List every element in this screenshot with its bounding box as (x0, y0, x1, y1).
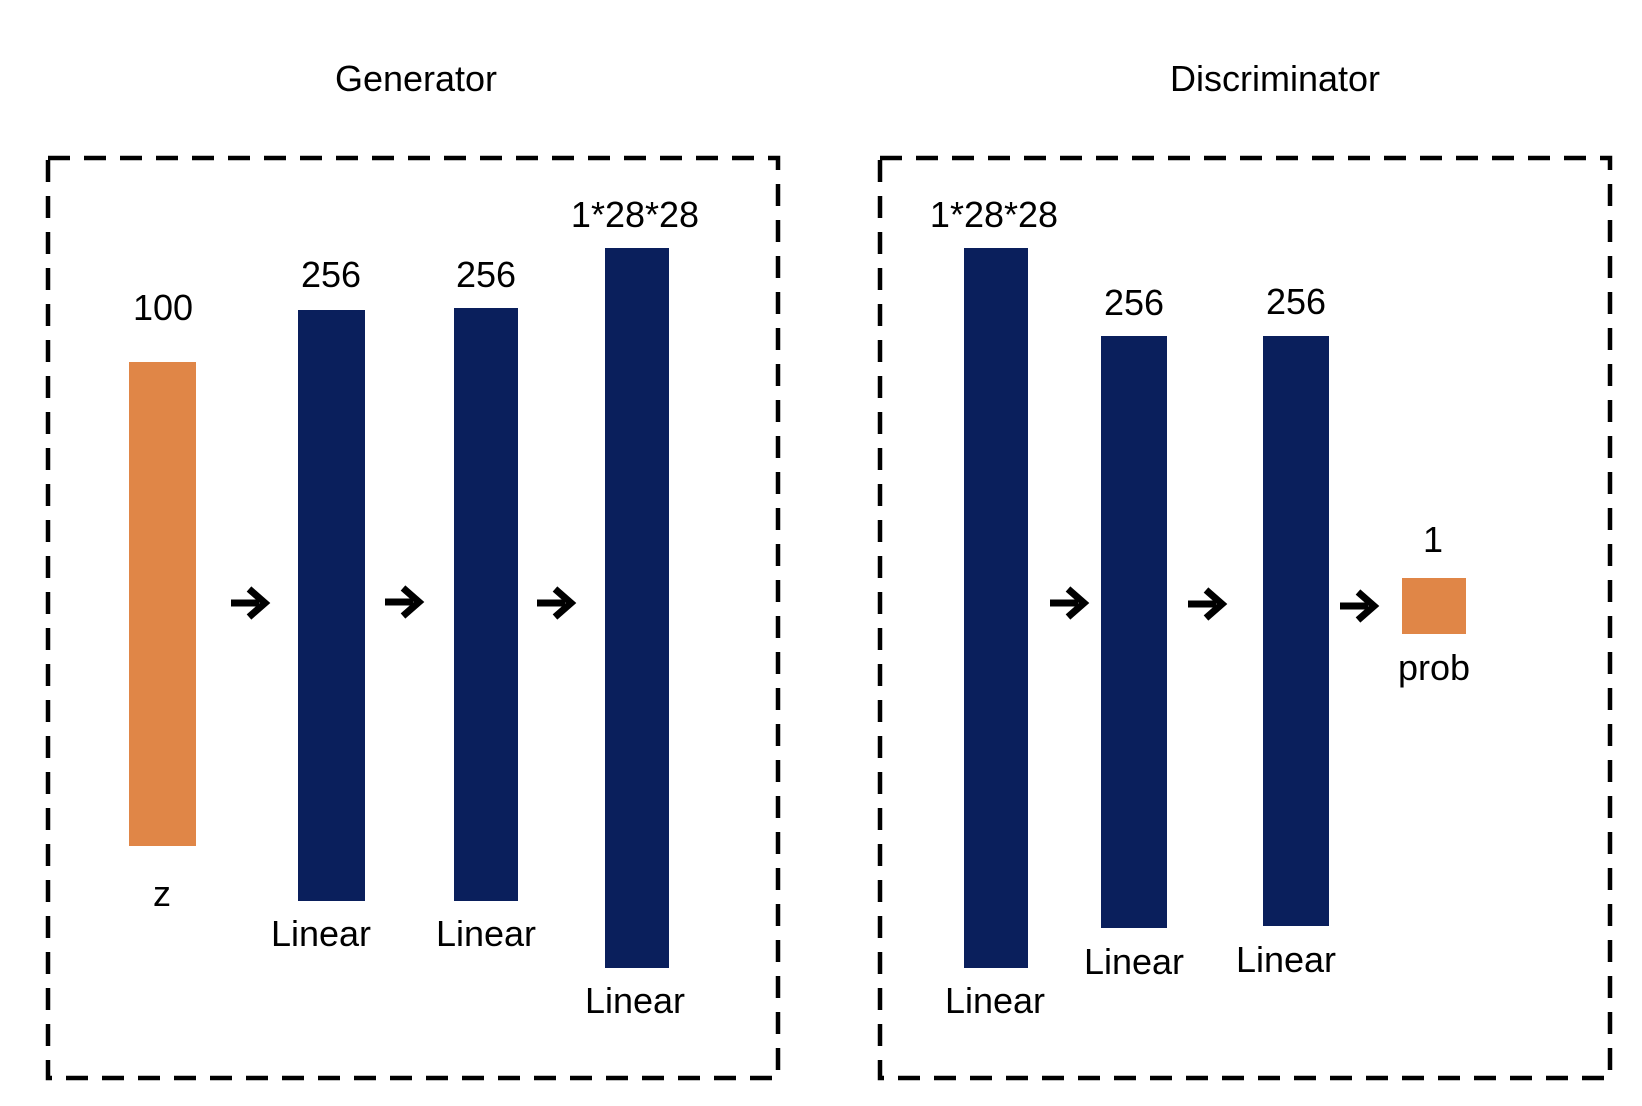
right-arrow-icon (231, 586, 271, 620)
layer-size-label: 1*28*28 (930, 194, 1058, 235)
discriminator-layer-linear-3: 256 Linear (1236, 281, 1336, 980)
layer-block (1101, 336, 1167, 928)
layer-block (605, 248, 669, 968)
layer-size-label: 256 (1104, 282, 1164, 323)
layer-block (298, 310, 365, 901)
layer-name-label: prob (1398, 647, 1470, 688)
discriminator-title: Discriminator (1170, 58, 1380, 99)
generator-layer-linear-2: 256 Linear (436, 254, 536, 954)
layer-size-label: 256 (1266, 281, 1326, 322)
layer-size-label: 1 (1423, 519, 1443, 560)
generator-layer-linear-3: 1*28*28 Linear (571, 194, 699, 1021)
right-arrow-icon (1188, 587, 1228, 621)
discriminator-frame (877, 155, 1613, 1081)
layer-size-label: 256 (456, 254, 516, 295)
generator-layer-input: 100 z (129, 287, 196, 914)
right-arrow-icon (537, 586, 577, 620)
discriminator-layer-linear-1: 1*28*28 Linear (930, 194, 1058, 1021)
layer-name-label: z (153, 873, 171, 914)
generator-title: Generator (335, 58, 497, 99)
right-arrow-icon (385, 585, 425, 619)
layer-name-label: Linear (1236, 939, 1336, 980)
generator-frame (45, 155, 781, 1081)
layer-block (1402, 578, 1466, 634)
discriminator-layer-linear-2: 256 Linear (1084, 282, 1184, 982)
right-arrow-icon (1340, 589, 1380, 623)
layer-size-label: 100 (133, 287, 193, 328)
layer-size-label: 256 (301, 254, 361, 295)
layer-block (454, 308, 518, 901)
layer-block (1263, 336, 1329, 926)
layer-name-label: Linear (436, 913, 536, 954)
layer-name-label: Linear (585, 980, 685, 1021)
layer-name-label: Linear (1084, 941, 1184, 982)
layer-name-label: Linear (271, 913, 371, 954)
layer-block (129, 362, 196, 846)
generator-layer-linear-1: 256 Linear (271, 254, 371, 954)
layer-block (964, 248, 1028, 968)
layer-name-label: Linear (945, 980, 1045, 1021)
right-arrow-icon (1050, 586, 1090, 620)
layer-size-label: 1*28*28 (571, 194, 699, 235)
discriminator-layer-output: 1 prob (1398, 519, 1470, 688)
